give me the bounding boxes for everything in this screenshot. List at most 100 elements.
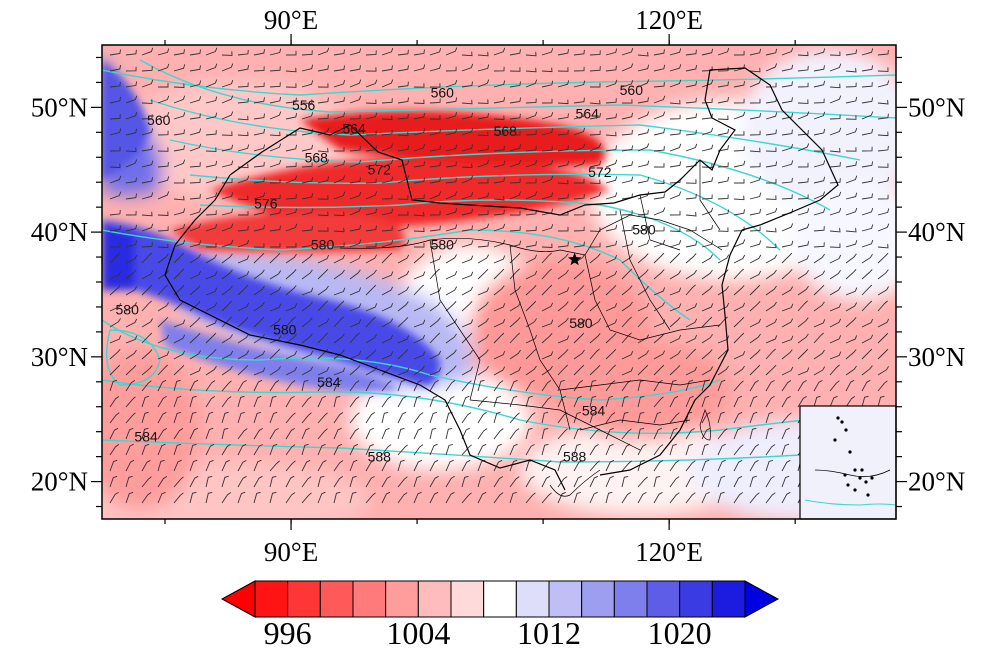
wind-barb	[365, 178, 377, 184]
wind-barb	[109, 65, 122, 72]
wind-barb	[253, 285, 265, 296]
wind-barb	[653, 95, 666, 104]
wind-barb	[429, 255, 442, 264]
wind-barb	[829, 335, 842, 344]
axis-ticks	[91, 34, 907, 530]
wind-barb	[717, 97, 730, 104]
wind-barb	[109, 379, 118, 392]
wind-barb	[749, 270, 762, 280]
wind-barb	[765, 285, 777, 296]
wind-barb	[413, 302, 426, 312]
wind-barb	[429, 64, 442, 72]
wind-barb	[525, 334, 538, 344]
wind-barb	[173, 364, 185, 376]
wind-barb	[173, 178, 185, 184]
wind-barb	[397, 211, 409, 216]
wind-barb	[285, 50, 297, 56]
wind-barb	[605, 98, 617, 104]
wind-barb	[493, 443, 502, 456]
wind-barb	[125, 396, 136, 408]
wind-barb	[541, 284, 553, 296]
wind-barb	[205, 427, 214, 440]
wind-barb	[221, 239, 234, 248]
wind-barb	[813, 270, 826, 280]
wind-barb	[333, 269, 345, 280]
wind-barb	[125, 491, 134, 504]
wind-barb	[237, 271, 250, 280]
wind-barb	[285, 253, 297, 264]
wind-barb	[125, 81, 138, 88]
wind-barb	[749, 48, 762, 56]
wind-barb	[829, 364, 840, 376]
wind-barb	[349, 287, 362, 296]
wind-barb	[605, 131, 617, 137]
wind-barb	[813, 226, 825, 232]
island-dot	[844, 428, 848, 432]
wind-barb	[301, 443, 309, 456]
wind-barb	[493, 319, 506, 328]
wind-barb	[381, 334, 394, 344]
lat-tick-label-left: 30°N	[31, 342, 88, 372]
wind-barb	[781, 380, 792, 392]
wind-barb	[189, 270, 202, 280]
wind-barb	[829, 303, 842, 312]
wind-barb	[845, 302, 858, 312]
station-star-marker	[568, 252, 582, 266]
colorbar-swatch	[613, 580, 648, 618]
wind-barb	[653, 491, 663, 504]
wind-barb	[669, 334, 682, 344]
contour-label: 580	[311, 237, 335, 253]
wind-barb	[237, 316, 249, 328]
wind-barb	[653, 287, 666, 296]
wind-barb	[157, 130, 169, 136]
wind-barb	[333, 300, 345, 312]
wind-barb	[141, 411, 149, 424]
wind-barb	[349, 207, 362, 216]
wind-barb	[269, 475, 277, 488]
wind-barb	[413, 211, 425, 217]
wind-barb	[461, 380, 472, 392]
wind-barb	[317, 332, 329, 344]
wind-barb	[413, 143, 426, 152]
wind-barb	[477, 268, 489, 280]
wind-barb	[749, 380, 759, 392]
wind-barb	[173, 459, 182, 472]
wind-barb	[317, 114, 329, 120]
wind-barb	[509, 144, 522, 152]
wind-barb	[157, 63, 170, 72]
wind-barb	[557, 317, 569, 328]
wind-barb	[109, 348, 121, 360]
wind-barb	[589, 428, 600, 440]
wind-barb	[349, 95, 362, 104]
wind-barb	[717, 395, 726, 408]
wind-barb	[333, 254, 346, 264]
wind-barb	[590, 83, 601, 88]
wind-barb	[765, 335, 778, 344]
colorbar-swatch	[483, 580, 517, 618]
wind-barb	[653, 49, 665, 56]
wind-barb	[317, 395, 326, 408]
wind-barb	[525, 395, 533, 408]
wind-barb	[861, 395, 869, 408]
colorbar-swatch	[548, 580, 583, 618]
wind-barb	[765, 444, 776, 456]
wind-barb	[365, 254, 378, 264]
wind-barb	[397, 81, 409, 88]
wind-barb	[749, 300, 761, 312]
wind-barb	[269, 96, 282, 104]
wind-barb	[509, 317, 521, 328]
wind-barb	[461, 225, 473, 232]
wind-barb	[429, 268, 441, 280]
wind-barb	[589, 271, 602, 280]
wind-barb	[685, 253, 697, 264]
wind-barb	[301, 80, 314, 88]
wind-barb	[541, 492, 552, 504]
wind-barb	[493, 145, 505, 152]
wind-barb	[285, 428, 295, 440]
wind-barb	[637, 79, 650, 88]
colorbar-swatch	[352, 580, 387, 618]
wind-barb	[669, 239, 682, 248]
wind-barb	[205, 192, 218, 200]
wind-barb	[509, 332, 521, 344]
wind-barb	[845, 115, 857, 120]
